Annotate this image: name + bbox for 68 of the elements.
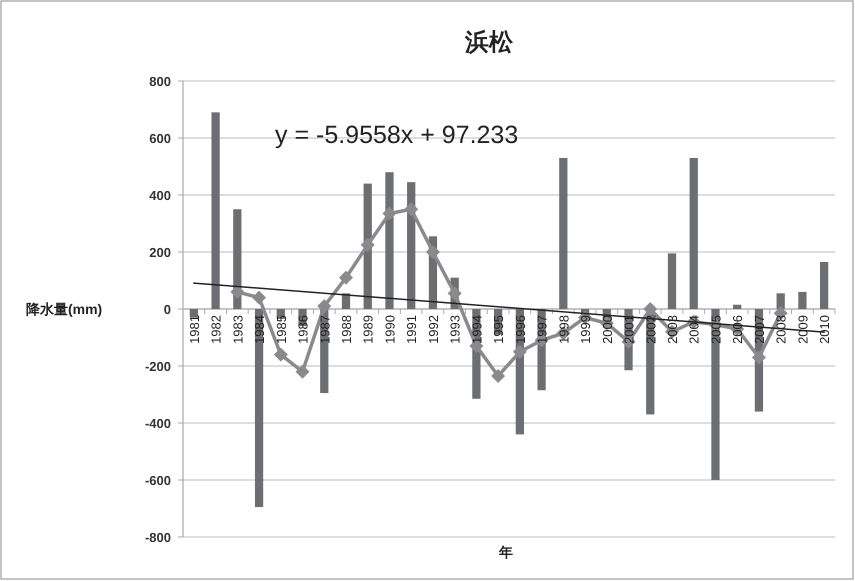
bar — [690, 158, 698, 309]
x-tick-label: 1996 — [512, 315, 528, 344]
x-tick-label: 1992 — [426, 315, 441, 344]
x-tick-label: 1993 — [448, 315, 463, 344]
x-tick-label: 2010 — [817, 315, 832, 344]
y-tick-label: 0 — [164, 302, 171, 317]
x-tick-label: 1994 — [469, 315, 484, 344]
x-tick-label: 1998 — [556, 315, 572, 344]
x-axis-title: 年 — [498, 544, 513, 560]
point — [426, 245, 440, 259]
x-tick-label: 1983 — [230, 315, 246, 344]
y-tick-label: 400 — [149, 188, 171, 203]
y-axis-title: 降水量(mm) — [26, 301, 102, 317]
annotation: y = -5.9558x + 97.233 — [275, 121, 518, 149]
bar — [364, 184, 372, 309]
point — [252, 290, 266, 305]
y-tick-label: 800 — [149, 74, 171, 89]
bar — [407, 182, 416, 309]
x-tick-label: 1987 — [317, 315, 332, 344]
y-tick-label: -600 — [144, 473, 171, 488]
x-tick-label: 1985 — [274, 315, 289, 344]
x-tick-label: 1981 — [186, 315, 202, 344]
point — [491, 368, 506, 383]
bar — [820, 262, 828, 309]
point — [752, 350, 766, 364]
bar — [211, 112, 220, 309]
x-tick-label: 2000 — [600, 315, 615, 344]
x-tick-label: 1999 — [578, 315, 594, 344]
point — [404, 202, 418, 216]
y-tick-label: -400 — [144, 416, 171, 431]
point — [317, 299, 332, 314]
bar — [254, 309, 264, 508]
bar — [776, 293, 785, 309]
bar — [798, 292, 807, 309]
x-tick-label: 2003 — [665, 315, 680, 344]
point — [382, 206, 396, 221]
point — [230, 284, 244, 299]
bar — [559, 158, 568, 309]
y-tick-label: -800 — [144, 530, 171, 545]
x-tick-label: 1997 — [534, 315, 550, 344]
x-tick-label: 1989 — [360, 315, 376, 344]
x-tick-label: 2002 — [643, 315, 658, 344]
y-tick-label: 600 — [149, 131, 171, 146]
y-tick-label: -200 — [144, 359, 171, 374]
x-tick-label: 2007 — [752, 315, 767, 344]
bar — [733, 304, 742, 309]
point — [296, 364, 310, 379]
x-tick-label: 2001 — [622, 315, 637, 344]
x-tick-label: 1982 — [208, 315, 224, 344]
x-tick-label: 2004 — [686, 315, 702, 344]
point — [448, 286, 462, 300]
x-tick-label: 2008 — [774, 315, 789, 344]
point — [643, 302, 658, 316]
bar — [233, 209, 242, 309]
y-tick-label: 200 — [149, 245, 171, 260]
x-tick-label: 1986 — [296, 315, 311, 344]
point — [512, 344, 527, 359]
x-tick-label: 1991 — [404, 315, 420, 344]
bar — [668, 253, 676, 309]
point — [339, 270, 353, 285]
point — [274, 348, 288, 362]
x-tick-label: 2006 — [730, 315, 746, 344]
x-tick-label: 1990 — [382, 315, 398, 344]
x-tick-label: 1988 — [339, 315, 354, 344]
x-tick-label: 1984 — [252, 315, 268, 344]
point — [360, 238, 375, 252]
x-tick-label: 1995 — [491, 315, 506, 344]
chart-title: 浜松 — [464, 29, 514, 56]
